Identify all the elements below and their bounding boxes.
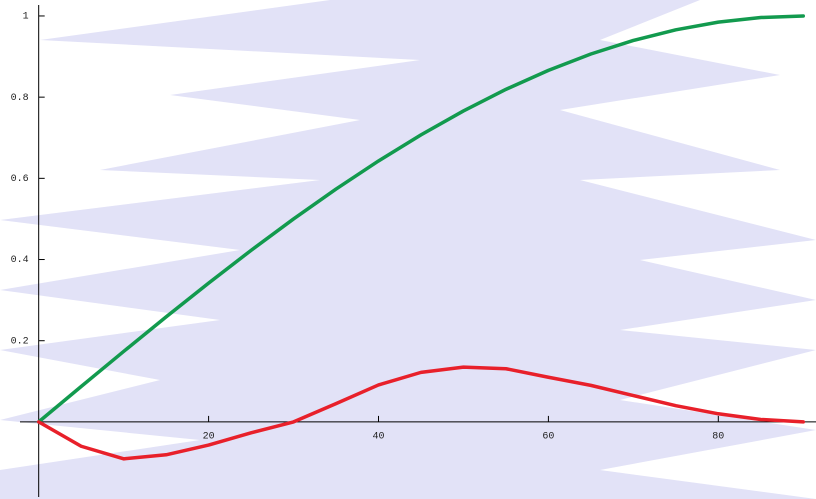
x-tick-label: 20 [203,432,215,443]
y-tick-label: 1 [23,12,29,23]
x-tick-label: 80 [712,432,724,443]
x-tick-label: 60 [542,432,554,443]
y-tick-label: 0.4 [11,255,29,266]
x-tick-label: 40 [372,432,384,443]
y-tick-label: 0.6 [11,174,29,185]
page: {"chart_data": {"type": "line", "x": [0,… [0,0,816,499]
chart: 20 40 60 80 0.2 0.4 0.6 0.8 1 [0,0,816,499]
y-tick-label: 0.8 [11,93,29,104]
y-tick-label: 0.2 [11,336,29,347]
background-art [0,0,816,499]
